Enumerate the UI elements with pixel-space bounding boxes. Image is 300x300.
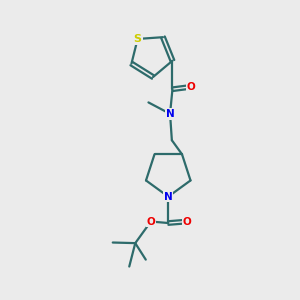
Text: N: N xyxy=(164,192,172,202)
Text: S: S xyxy=(134,34,142,44)
Text: O: O xyxy=(187,82,195,92)
Text: O: O xyxy=(182,217,191,226)
Text: O: O xyxy=(146,217,155,226)
Text: N: N xyxy=(166,109,174,119)
